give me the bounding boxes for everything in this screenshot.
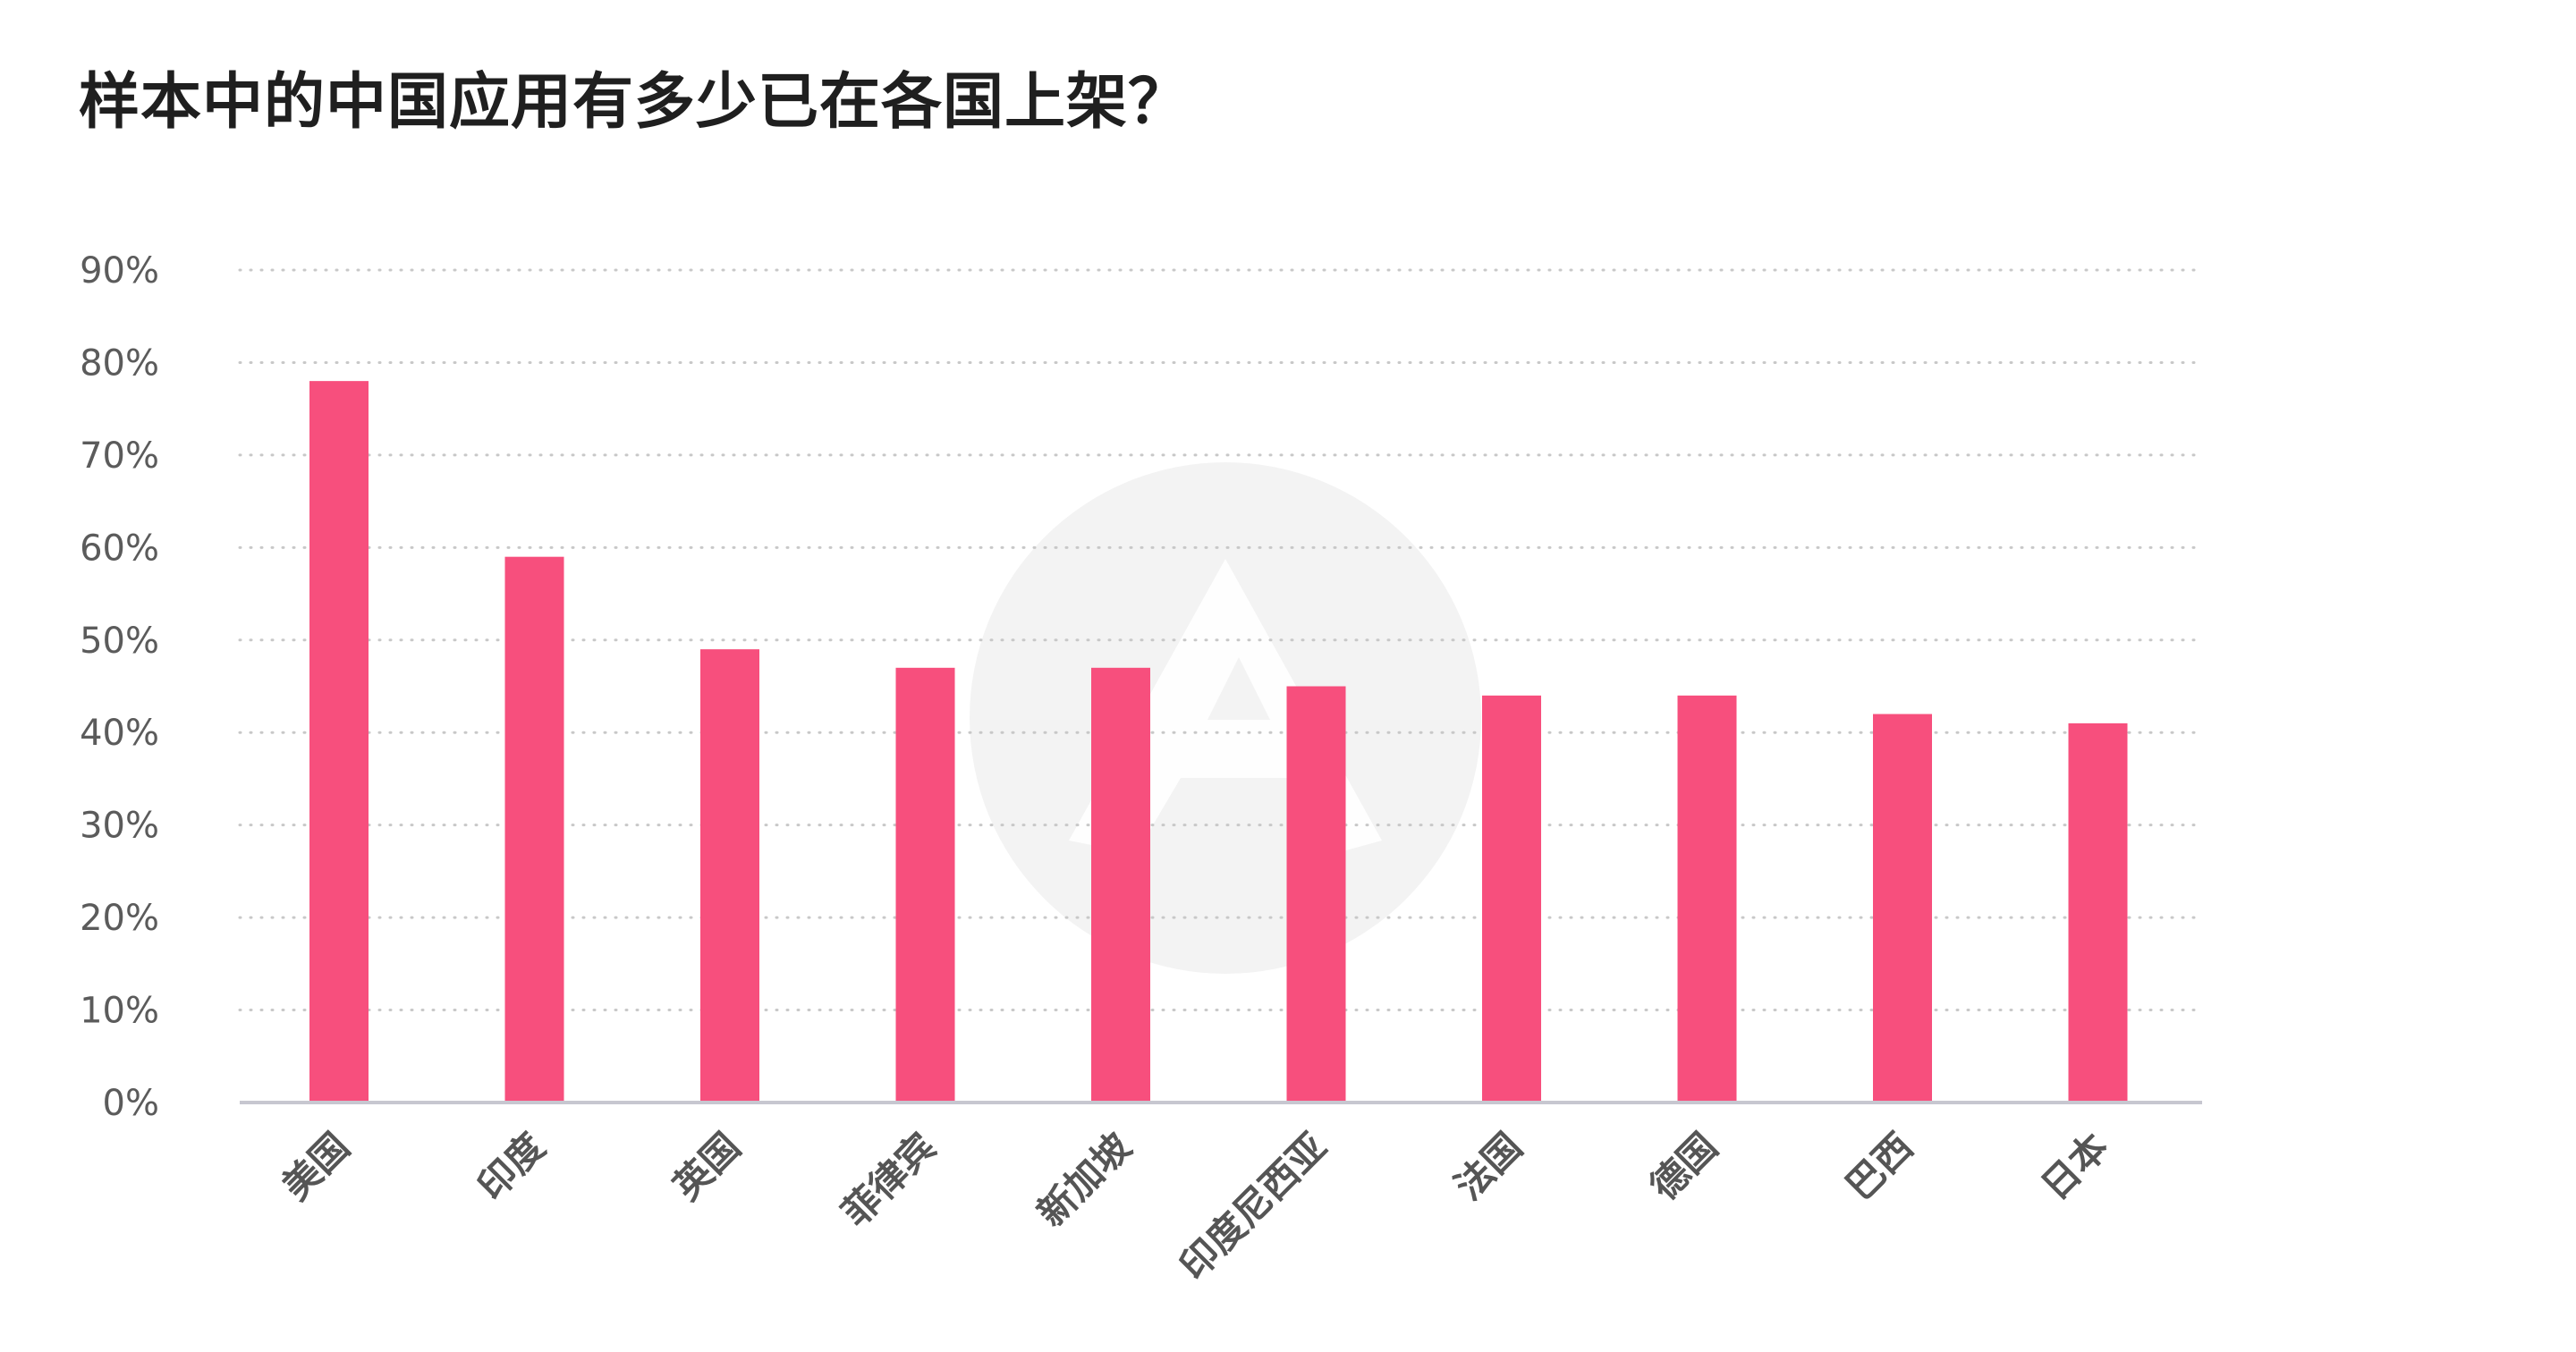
y-tick-label: 30%	[80, 806, 159, 847]
y-axis-tick-labels: 0% 10% 20% 30% 40% 50% 60% 70% 80% 90%	[80, 250, 159, 1124]
x-category-label: 法国	[1446, 1124, 1530, 1208]
y-tick-label: 60%	[80, 528, 159, 569]
brand-logo-icon	[970, 462, 1481, 974]
y-tick-label: 20%	[80, 898, 159, 939]
y-tick-label: 70%	[80, 435, 159, 477]
bar	[504, 556, 564, 1103]
x-category-label: 印度尼西亚	[1171, 1124, 1335, 1288]
y-tick-label: 0%	[103, 1083, 159, 1124]
bar	[700, 649, 759, 1103]
x-category-label: 德国	[1642, 1124, 1726, 1208]
x-axis-category-labels: 美国 印度 英国 菲律宾 新加坡 印度尼西亚 法国 德国 巴西 日本	[274, 1124, 2117, 1288]
bars	[309, 381, 2128, 1103]
watermark-circle	[970, 462, 1481, 974]
y-tick-label: 10%	[80, 991, 159, 1032]
x-category-label: 美国	[274, 1124, 358, 1208]
bar	[2068, 722, 2128, 1103]
y-tick-label: 40%	[80, 713, 159, 754]
y-tick-label: 90%	[80, 250, 159, 292]
y-tick-label: 50%	[80, 621, 159, 662]
x-category-label: 印度	[470, 1124, 554, 1208]
bar	[1482, 695, 1541, 1103]
bar	[1286, 686, 1346, 1103]
x-category-label: 英国	[665, 1124, 749, 1208]
x-category-label: 日本	[2033, 1124, 2117, 1208]
bar	[1873, 714, 1932, 1103]
x-category-label: 菲律宾	[834, 1124, 945, 1235]
bar	[1091, 667, 1150, 1103]
bar	[1677, 695, 1737, 1103]
x-category-label: 新加坡	[1029, 1124, 1140, 1235]
bar	[309, 381, 369, 1103]
chart-title: 样本中的中国应用有多少已在各国上架？	[79, 67, 1191, 138]
y-tick-label: 80%	[80, 342, 159, 384]
x-category-label: 巴西	[1837, 1124, 1921, 1208]
bar	[895, 667, 955, 1103]
